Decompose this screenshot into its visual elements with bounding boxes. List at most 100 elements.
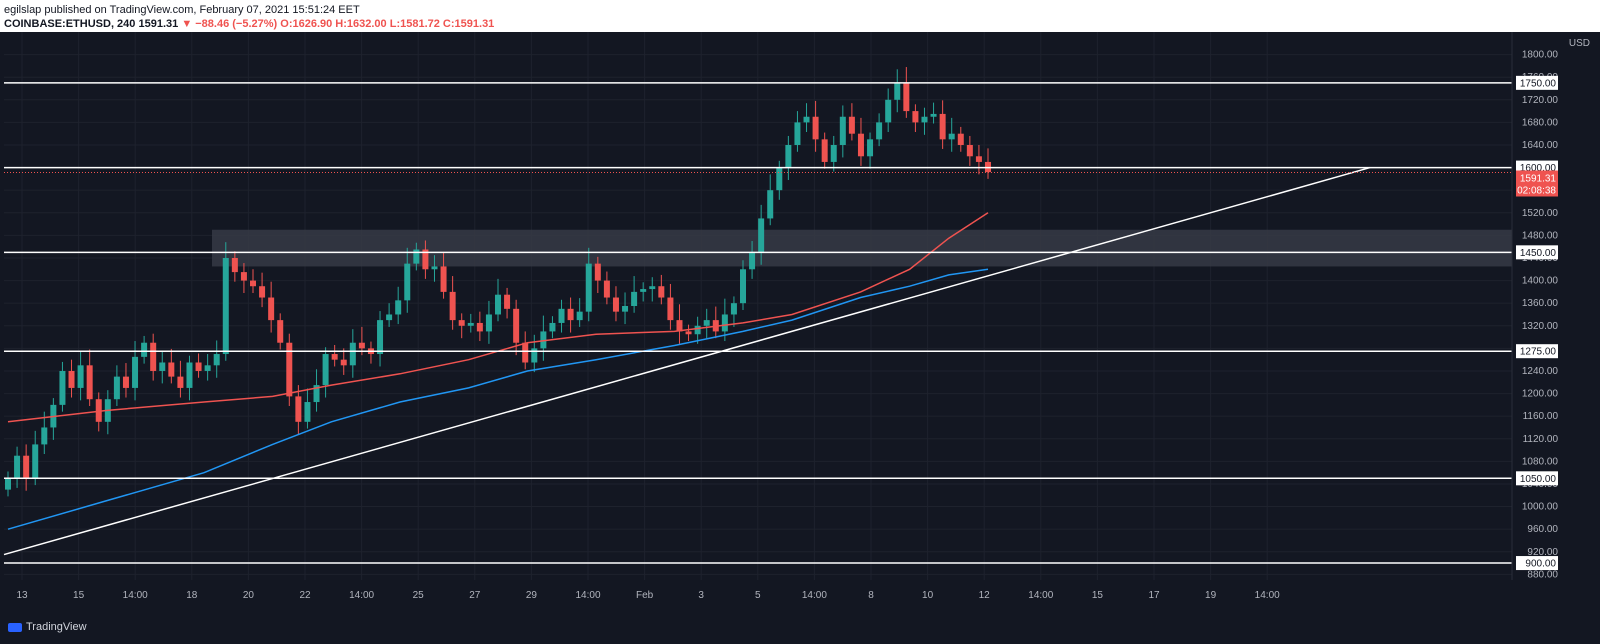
candle-body <box>703 320 710 326</box>
candle-body <box>803 116 810 123</box>
candle-body <box>957 133 964 145</box>
tradingview-logo-icon <box>8 622 22 632</box>
candle-body <box>77 365 84 388</box>
candle-body <box>41 427 48 445</box>
y-tick-label: 1360.00 <box>1522 298 1559 309</box>
candle-body <box>540 331 547 349</box>
candle-body <box>839 116 846 145</box>
price-change: ▼ −88.46 (−5.27%) <box>181 18 278 30</box>
x-tick-label: 10 <box>922 590 934 601</box>
brand-label: TradingView <box>26 621 87 633</box>
candle-body <box>304 402 311 422</box>
x-tick-label: 3 <box>698 590 704 601</box>
candle-body <box>694 325 701 335</box>
candle-body <box>277 320 284 343</box>
x-tick-label: 20 <box>243 590 255 601</box>
candle-body <box>476 322 483 332</box>
x-tick-label: 18 <box>186 590 198 601</box>
chart-area[interactable]: 880.00920.00960.001000.001040.001080.001… <box>0 32 1600 644</box>
x-tick-label: 15 <box>73 590 85 601</box>
x-tick-label: Feb <box>636 590 654 601</box>
last-price-label: 1591.31 <box>1520 173 1557 184</box>
candle-body <box>749 252 756 270</box>
candle-body <box>68 370 75 388</box>
candle-body <box>576 311 583 321</box>
candle-body <box>95 399 102 422</box>
candle-body <box>513 308 520 343</box>
y-tick-label: 1520.00 <box>1522 208 1559 219</box>
candle-body <box>676 320 683 332</box>
candle-body <box>885 99 892 123</box>
candle-body <box>740 269 746 304</box>
candle-body <box>821 139 828 162</box>
publish-info: egilslap published on TradingView.com, F… <box>4 4 360 16</box>
candle-body <box>667 297 674 321</box>
chart-footer: TradingView <box>0 612 1600 644</box>
level-label: 1750.00 <box>1520 78 1557 89</box>
y-tick-label: 880.00 <box>1527 569 1558 580</box>
candle-body <box>186 362 193 388</box>
candle-body <box>504 294 511 309</box>
candle-body <box>848 116 855 134</box>
currency-label: USD <box>1569 38 1590 49</box>
candle-body <box>785 144 792 168</box>
candle-body <box>86 365 93 400</box>
trendline <box>3 166 1371 556</box>
candle-body <box>358 342 365 349</box>
tradingview-brand[interactable]: TradingView <box>8 621 87 633</box>
candle-body <box>894 82 901 100</box>
symbol-label[interactable]: COINBASE:ETHUSD, 240 <box>4 18 136 30</box>
candle-body <box>231 257 238 273</box>
candle-body <box>649 286 656 290</box>
candle-body <box>331 354 338 360</box>
level-label: 1275.00 <box>1520 347 1557 358</box>
candle-body <box>440 266 447 292</box>
candle-body <box>23 455 30 479</box>
last-price-box <box>1516 170 1558 197</box>
level-label: 1450.00 <box>1520 248 1557 259</box>
candle-body <box>730 303 737 315</box>
candle-body <box>386 314 393 321</box>
candle-body <box>812 116 819 140</box>
chart-header: egilslap published on TradingView.com, F… <box>0 0 1600 32</box>
candle-body <box>159 362 166 371</box>
level-label: 1600.00 <box>1520 163 1557 174</box>
y-tick-label: 1000.00 <box>1522 502 1559 513</box>
candle-body <box>141 342 148 357</box>
candle-body <box>349 342 356 366</box>
price-chart[interactable]: 880.00920.00960.001000.001040.001080.001… <box>0 32 1600 612</box>
candle-body <box>395 300 402 315</box>
candle-body <box>431 266 438 270</box>
y-tick-label: 1800.00 <box>1522 50 1559 61</box>
candle-body <box>966 144 973 157</box>
candle-body <box>32 444 39 479</box>
candle-body <box>150 342 157 371</box>
candle-body <box>912 111 919 123</box>
y-tick-label: 1320.00 <box>1522 321 1559 332</box>
candle-body <box>222 257 229 355</box>
candle-body <box>585 263 592 312</box>
candle-body <box>685 331 692 335</box>
ohlc-values: O:1626.90 H:1632.00 L:1581.72 C:1591.31 <box>280 18 495 30</box>
candle-body <box>259 286 266 298</box>
x-tick-label: 14:00 <box>575 590 600 601</box>
x-tick-label: 14:00 <box>1028 590 1053 601</box>
candle-body <box>213 354 220 366</box>
x-tick-label: 27 <box>469 590 481 601</box>
level-label-box <box>1516 344 1558 359</box>
candle-body <box>857 133 864 157</box>
candle-body <box>622 306 629 312</box>
level-label-box <box>1516 556 1558 571</box>
x-tick-label: 14:00 <box>123 590 148 601</box>
x-tick-label: 17 <box>1148 590 1160 601</box>
level-label: 1050.00 <box>1520 474 1557 485</box>
candle-body <box>531 348 538 363</box>
candle-body <box>776 167 783 191</box>
candle-body <box>168 362 175 377</box>
candle-body <box>794 122 801 145</box>
candle-body <box>177 376 184 388</box>
candle-body <box>268 297 275 321</box>
candle-body <box>975 156 982 162</box>
x-tick-label: 14:00 <box>1255 590 1280 601</box>
candle-body <box>767 190 774 219</box>
